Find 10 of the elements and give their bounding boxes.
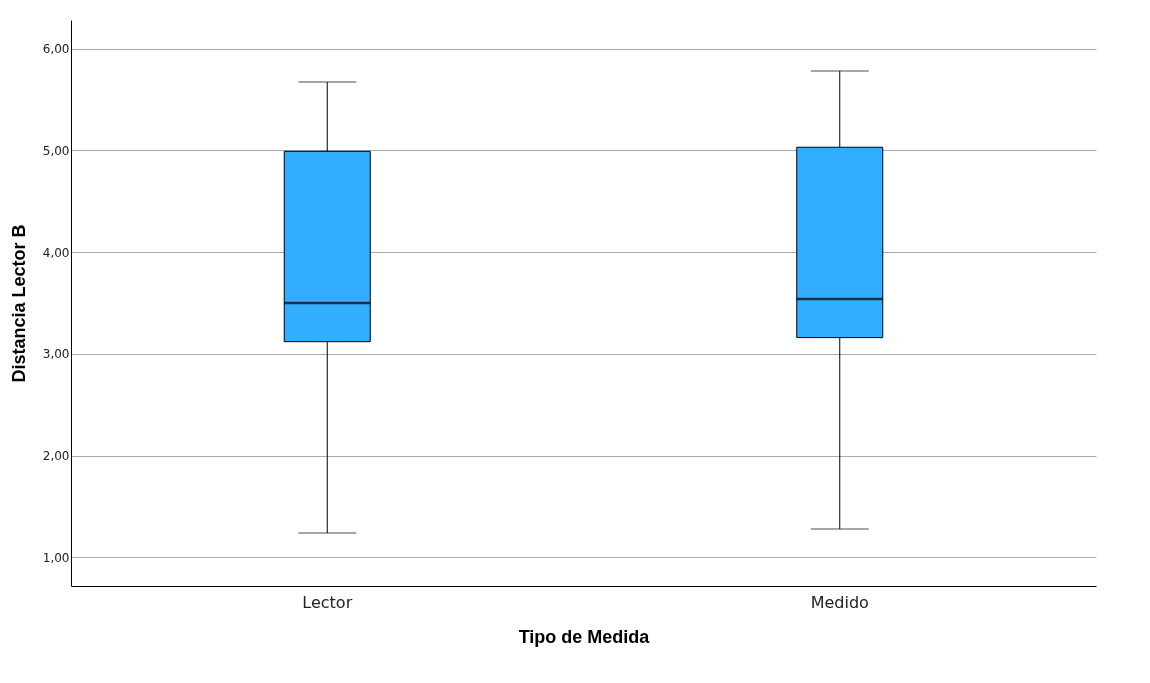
y-axis-title: Distancia Lector B [8, 224, 29, 383]
x-tick-label: Lector [302, 592, 353, 612]
y-tick-label: 3,00 [42, 347, 70, 362]
y-tick-label: 1,00 [42, 551, 70, 565]
x-axis-title: Tipo de Medida [518, 626, 651, 647]
y-tick-label: 6,00 [42, 42, 70, 56]
y-tick-label: 5,00 [42, 143, 70, 158]
y-tick-label: 4,00 [42, 245, 70, 260]
x-tick-label: Medido [810, 592, 869, 612]
y-tick-label: 2,00 [42, 449, 70, 464]
